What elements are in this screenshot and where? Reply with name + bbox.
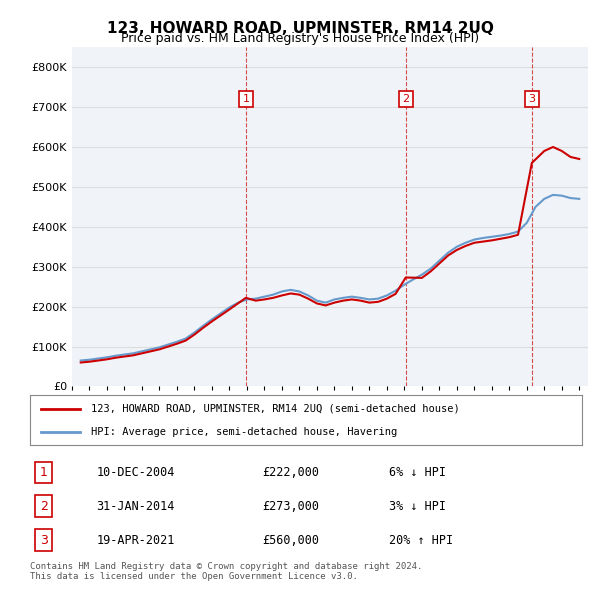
Text: Contains HM Land Registry data © Crown copyright and database right 2024.
This d: Contains HM Land Registry data © Crown c… <box>30 562 422 581</box>
Text: 20% ↑ HPI: 20% ↑ HPI <box>389 533 453 546</box>
Text: 10-DEC-2004: 10-DEC-2004 <box>96 466 175 479</box>
Text: 123, HOWARD ROAD, UPMINSTER, RM14 2UQ: 123, HOWARD ROAD, UPMINSTER, RM14 2UQ <box>107 21 493 35</box>
Text: £222,000: £222,000 <box>262 466 319 479</box>
Text: 19-APR-2021: 19-APR-2021 <box>96 533 175 546</box>
Text: 123, HOWARD ROAD, UPMINSTER, RM14 2UQ (semi-detached house): 123, HOWARD ROAD, UPMINSTER, RM14 2UQ (s… <box>91 404 460 414</box>
Text: 3% ↓ HPI: 3% ↓ HPI <box>389 500 446 513</box>
Text: 2: 2 <box>40 500 48 513</box>
Text: HPI: Average price, semi-detached house, Havering: HPI: Average price, semi-detached house,… <box>91 427 397 437</box>
Text: 6% ↓ HPI: 6% ↓ HPI <box>389 466 446 479</box>
Text: £560,000: £560,000 <box>262 533 319 546</box>
Text: 3: 3 <box>40 533 48 546</box>
Text: £273,000: £273,000 <box>262 500 319 513</box>
Text: 3: 3 <box>529 94 535 104</box>
Text: 31-JAN-2014: 31-JAN-2014 <box>96 500 175 513</box>
Text: 1: 1 <box>242 94 250 104</box>
Text: 1: 1 <box>40 466 48 479</box>
Text: 2: 2 <box>402 94 409 104</box>
Text: Price paid vs. HM Land Registry's House Price Index (HPI): Price paid vs. HM Land Registry's House … <box>121 32 479 45</box>
